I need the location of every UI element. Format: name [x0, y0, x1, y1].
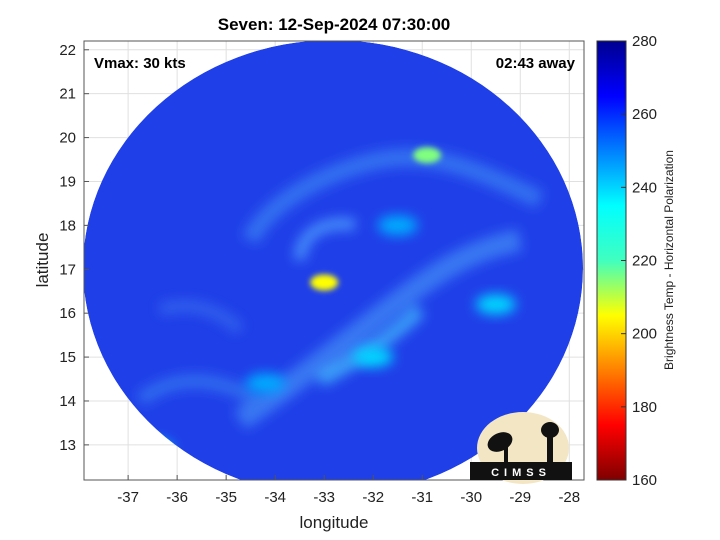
rainband-southwest	[135, 374, 264, 407]
axes-box	[83, 40, 585, 481]
rainband-north	[241, 148, 545, 245]
feature-2	[475, 294, 516, 315]
vmax-label: Vmax: 30 kts	[94, 55, 186, 72]
colorbar-tick-label: 200	[632, 326, 657, 343]
x-tick-label: -29	[509, 489, 531, 506]
y-tick-label: 20	[59, 130, 76, 147]
y-tick-label: 22	[59, 42, 76, 59]
x-tick-label: -33	[313, 489, 335, 506]
x-tick-label: -36	[166, 489, 188, 506]
colorbar-tick-label: 160	[632, 472, 657, 489]
feature-3	[353, 347, 394, 368]
colorbar-ticks: 160 180 200 220 240 260 280	[621, 33, 657, 489]
logo-tower	[547, 436, 553, 464]
y-tick-label: 14	[59, 393, 76, 410]
colorbar-label: Brightness Temp - Horizontal Polarizatio…	[662, 150, 676, 370]
logo-base	[470, 462, 572, 480]
logo-tower-tank	[541, 422, 559, 438]
colorbar-tick-label: 180	[632, 399, 657, 416]
colorbar-tick-label: 260	[632, 106, 657, 123]
cimss-logo: CIMSS	[470, 412, 572, 484]
x-ticks: -37 -36 -35 -34 -33 -32 -31 -30 -29 -28	[117, 475, 580, 506]
y-tick-label: 17	[59, 261, 76, 278]
rainband-inner	[294, 217, 357, 261]
colorbar-tick-label: 280	[632, 33, 657, 50]
x-tick-label: -31	[411, 489, 433, 506]
logo-text: CIMSS	[491, 467, 551, 479]
rainband-west	[158, 300, 245, 335]
time-offset-label: 02:43 away	[496, 55, 576, 72]
feature-6	[377, 215, 418, 236]
x-tick-label: -32	[362, 489, 384, 506]
logo-dish-stem	[504, 444, 508, 464]
feature-5	[245, 373, 286, 394]
x-tick-label: -37	[117, 489, 139, 506]
colorbar-tick-label: 240	[632, 179, 657, 196]
y-tick-label: 13	[59, 437, 76, 454]
y-ticks: 13 14 15 16 17 18 19 20 21 22	[59, 42, 89, 454]
y-tick-label: 16	[59, 305, 76, 322]
x-tick-label: -28	[558, 489, 580, 506]
x-tick-label: -35	[215, 489, 237, 506]
y-tick-label: 19	[59, 173, 76, 190]
feature-0	[310, 274, 339, 291]
y-tick-label: 21	[59, 86, 76, 103]
x-axis-label: longitude	[299, 513, 368, 532]
feature-1	[413, 147, 442, 164]
rainband-outer	[233, 229, 523, 430]
y-tick-label: 15	[59, 349, 76, 366]
x-tick-label: -34	[264, 489, 286, 506]
rainbands	[135, 148, 545, 430]
y-axis-label: latitude	[33, 233, 52, 288]
x-tick-label: -30	[460, 489, 482, 506]
rainband-south	[316, 305, 425, 387]
chart-title: Seven: 12-Sep-2024 07:30:00	[218, 15, 450, 34]
colorbar-tick-label: 220	[632, 253, 657, 270]
y-tick-label: 18	[59, 217, 76, 234]
